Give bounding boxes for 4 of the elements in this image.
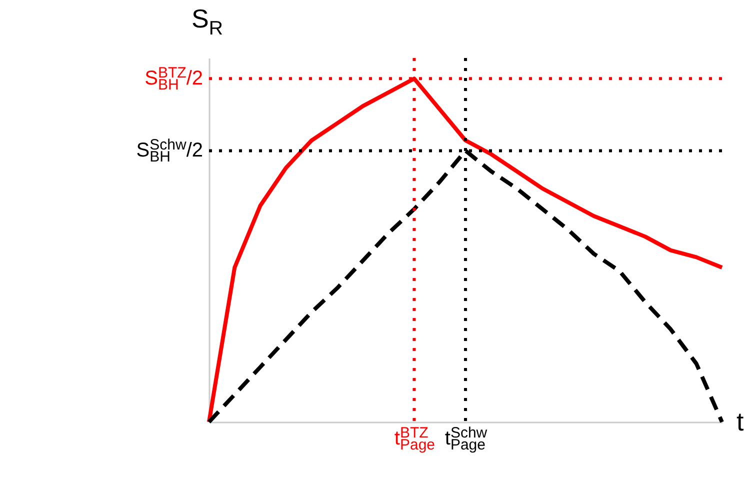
x-axis-title: t <box>736 406 744 436</box>
ref-line-label: S$_{BH}$$^{Schw}$/2 <box>136 136 203 166</box>
ref-line-label: S$_{BH}$$^{BTZ}$/2 <box>144 64 203 94</box>
y-axis-title: S$_{R}$ <box>192 4 223 40</box>
